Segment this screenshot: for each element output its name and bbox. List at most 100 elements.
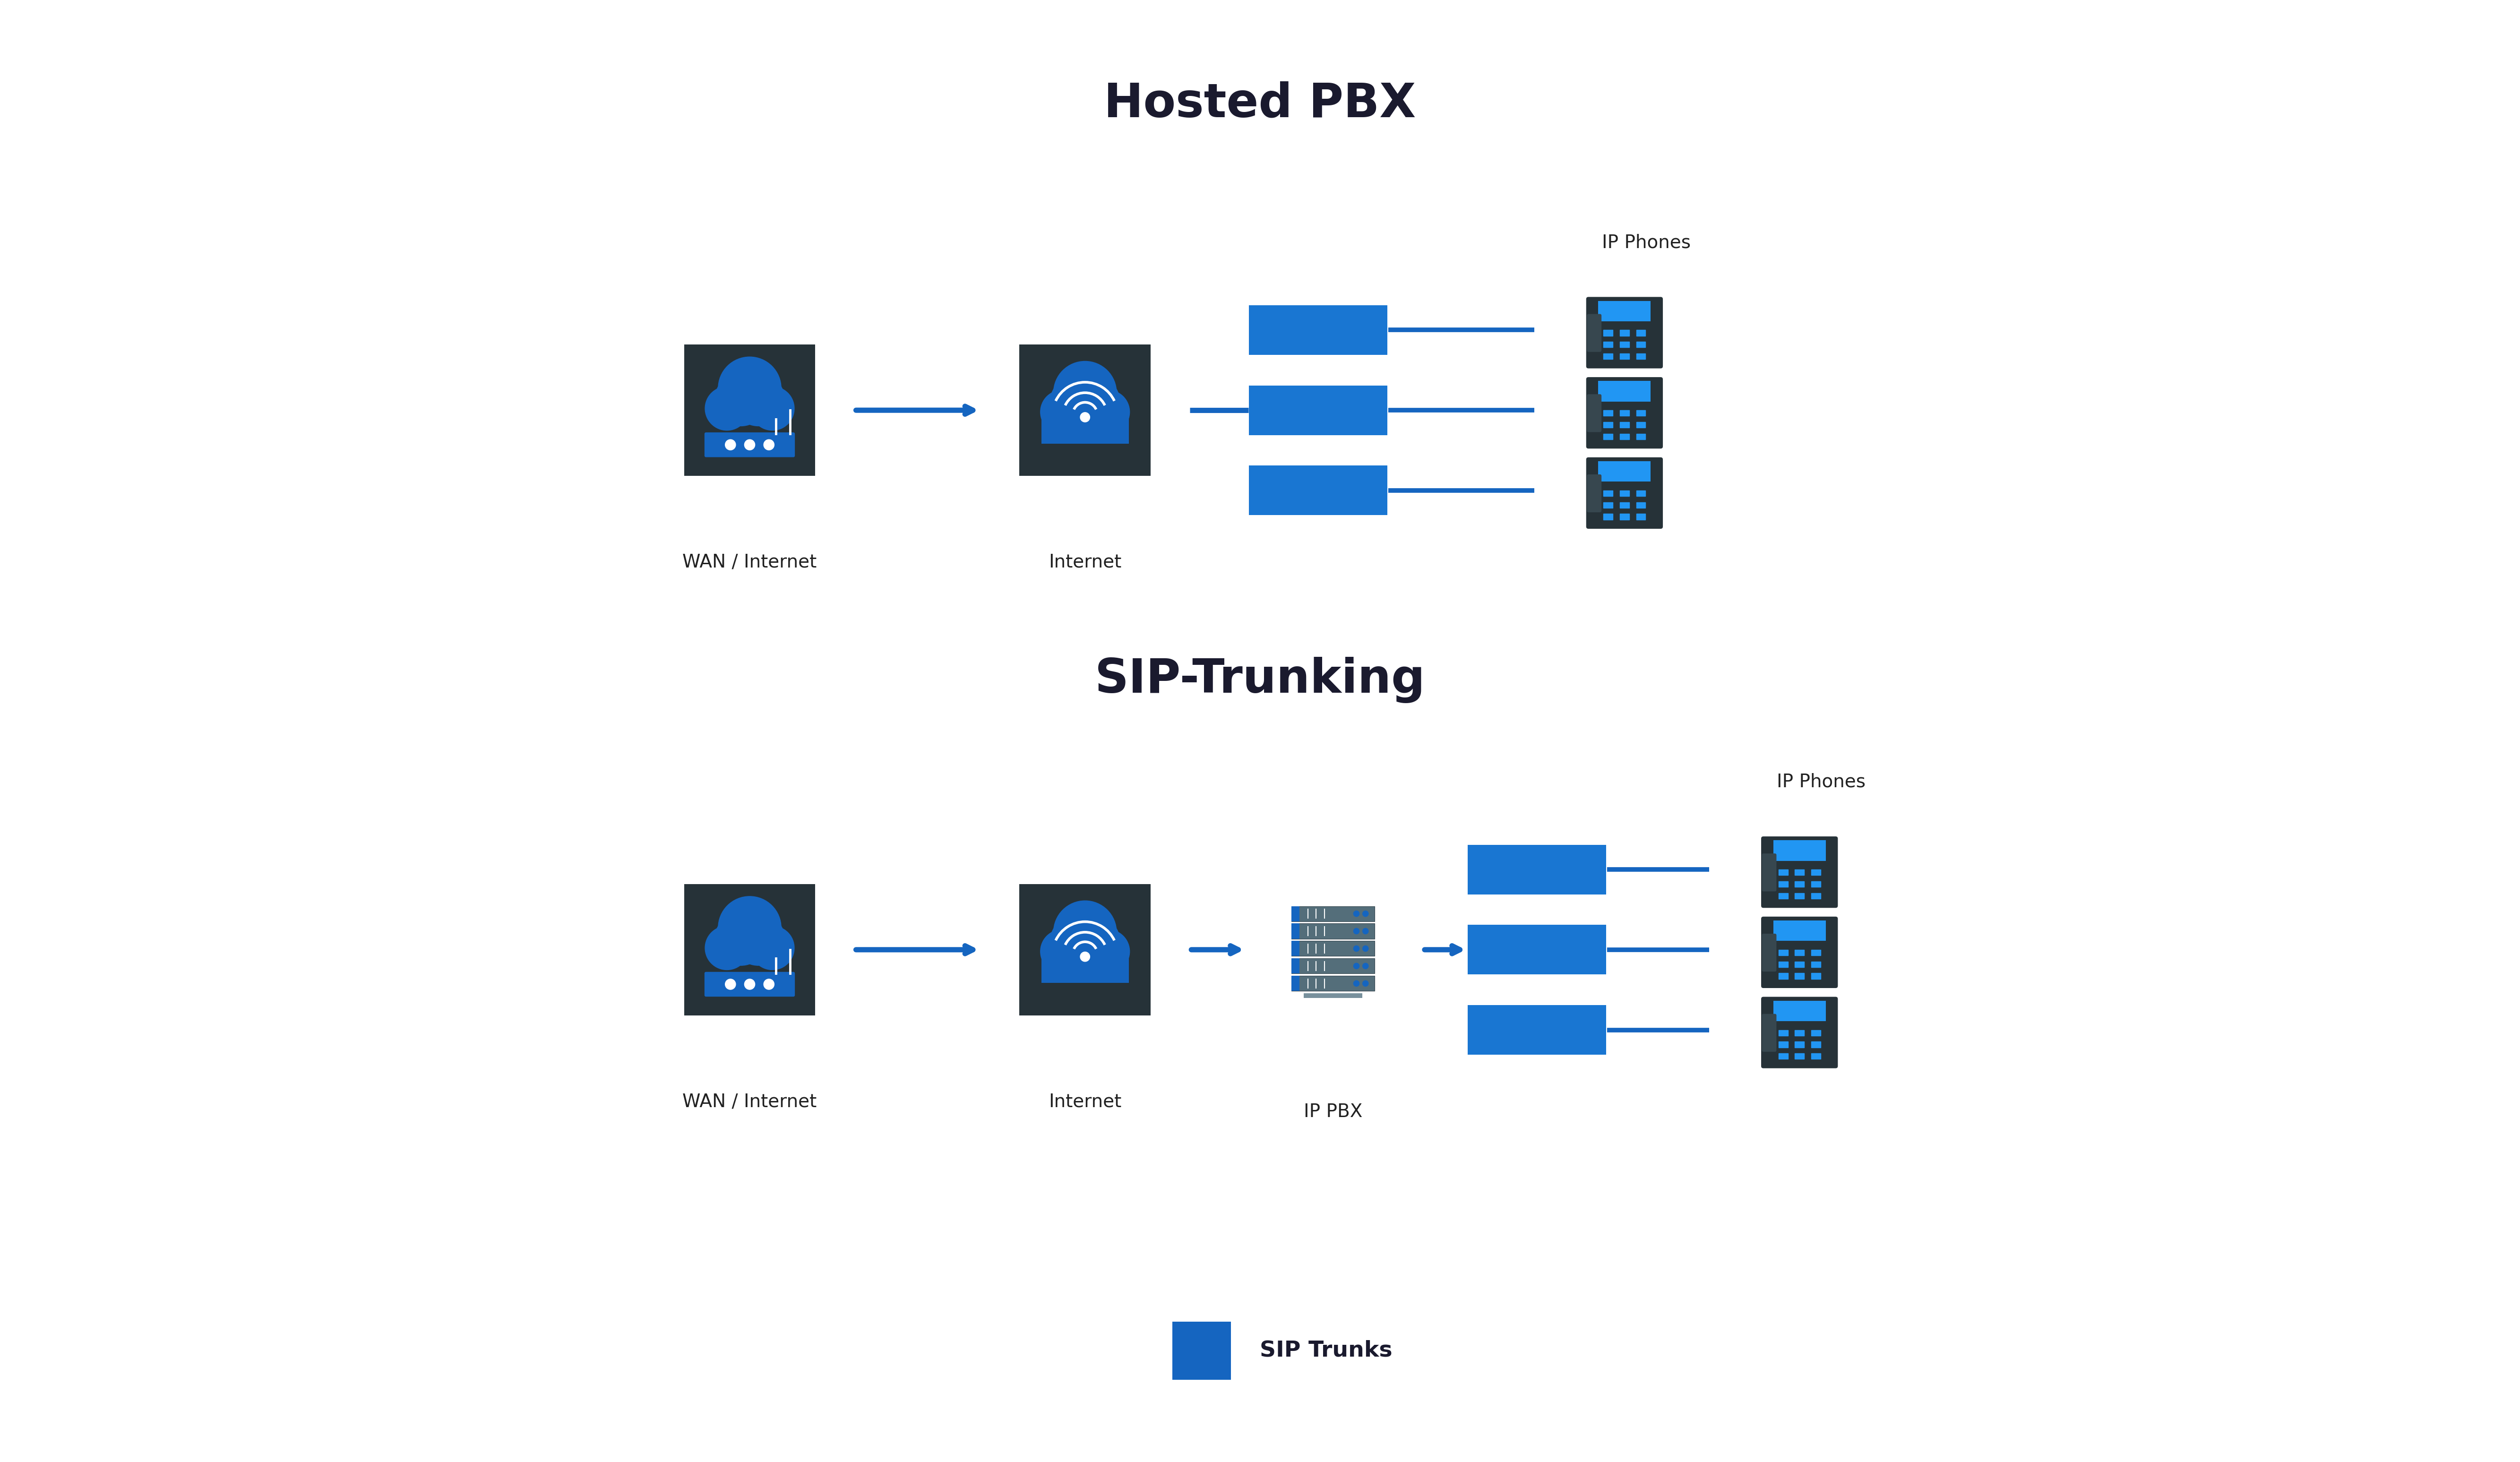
Bar: [1779, 1029, 1787, 1035]
FancyBboxPatch shape: [1467, 1004, 1605, 1054]
FancyBboxPatch shape: [1290, 942, 1373, 956]
Bar: [1603, 434, 1613, 440]
FancyBboxPatch shape: [1761, 934, 1777, 972]
Bar: [1635, 513, 1646, 519]
Bar: [1794, 893, 1804, 899]
FancyBboxPatch shape: [1761, 836, 1837, 908]
FancyBboxPatch shape: [1585, 458, 1663, 529]
Circle shape: [1353, 928, 1358, 934]
FancyBboxPatch shape: [1598, 382, 1651, 402]
Bar: [1779, 870, 1787, 876]
FancyBboxPatch shape: [1290, 975, 1300, 991]
Circle shape: [1081, 952, 1089, 962]
Circle shape: [1363, 981, 1368, 987]
FancyBboxPatch shape: [1303, 993, 1363, 999]
FancyBboxPatch shape: [706, 433, 794, 458]
FancyBboxPatch shape: [1774, 1001, 1824, 1020]
Bar: [1794, 1053, 1804, 1058]
Circle shape: [706, 386, 748, 430]
Bar: [1812, 893, 1819, 899]
Bar: [1635, 411, 1646, 417]
Bar: [1812, 950, 1819, 956]
Text: SIP-Trunking: SIP-Trunking: [1094, 656, 1426, 703]
Circle shape: [716, 912, 766, 965]
Bar: [1603, 423, 1613, 428]
Circle shape: [764, 980, 774, 990]
Text: Hosted PBX: Hosted PBX: [1104, 80, 1416, 127]
FancyBboxPatch shape: [1585, 377, 1663, 449]
Circle shape: [718, 896, 781, 959]
FancyBboxPatch shape: [706, 972, 794, 997]
Bar: [1812, 882, 1819, 887]
FancyBboxPatch shape: [1172, 1322, 1230, 1380]
Circle shape: [726, 440, 736, 450]
Bar: [1620, 411, 1630, 417]
Circle shape: [743, 440, 756, 450]
Bar: [1779, 950, 1787, 956]
Bar: [1794, 882, 1804, 887]
Bar: [1812, 974, 1819, 980]
Circle shape: [1353, 963, 1358, 969]
Bar: [1635, 330, 1646, 336]
Bar: [1620, 354, 1630, 360]
Circle shape: [1353, 911, 1358, 917]
FancyBboxPatch shape: [1021, 345, 1152, 475]
Bar: [1794, 962, 1804, 968]
Bar: [1620, 342, 1630, 348]
Circle shape: [1051, 915, 1104, 968]
Text: WAN / Internet: WAN / Internet: [683, 1092, 816, 1111]
FancyBboxPatch shape: [1761, 917, 1837, 988]
Circle shape: [751, 925, 794, 969]
Text: IP Phones: IP Phones: [1603, 234, 1691, 251]
Bar: [1812, 1041, 1819, 1047]
FancyBboxPatch shape: [1290, 906, 1300, 921]
FancyBboxPatch shape: [1467, 845, 1605, 895]
FancyBboxPatch shape: [1290, 959, 1300, 974]
FancyBboxPatch shape: [1290, 942, 1300, 956]
FancyBboxPatch shape: [1041, 411, 1129, 443]
FancyBboxPatch shape: [1588, 395, 1603, 433]
FancyBboxPatch shape: [1585, 297, 1663, 368]
FancyBboxPatch shape: [1761, 854, 1777, 892]
FancyBboxPatch shape: [1290, 906, 1373, 921]
Bar: [1779, 1053, 1787, 1058]
Circle shape: [1053, 901, 1116, 963]
Bar: [1620, 330, 1630, 336]
Bar: [1603, 411, 1613, 417]
FancyBboxPatch shape: [1250, 306, 1389, 355]
Bar: [1779, 893, 1787, 899]
Circle shape: [1363, 928, 1368, 934]
Bar: [1779, 962, 1787, 968]
Circle shape: [1081, 412, 1089, 423]
Bar: [1603, 330, 1613, 336]
Circle shape: [1353, 981, 1358, 987]
Bar: [1794, 1029, 1804, 1035]
Circle shape: [1051, 376, 1104, 428]
FancyBboxPatch shape: [1761, 1013, 1777, 1051]
Bar: [1620, 434, 1630, 440]
Circle shape: [716, 373, 766, 425]
Circle shape: [733, 373, 784, 425]
Bar: [1603, 501, 1613, 507]
FancyBboxPatch shape: [1774, 921, 1824, 942]
Circle shape: [751, 386, 794, 430]
Circle shape: [1041, 930, 1084, 974]
Circle shape: [743, 980, 756, 990]
Bar: [1620, 513, 1630, 519]
Circle shape: [1353, 946, 1358, 952]
FancyBboxPatch shape: [683, 345, 816, 475]
Bar: [1603, 513, 1613, 519]
Circle shape: [1041, 390, 1084, 434]
Circle shape: [1053, 361, 1116, 424]
FancyBboxPatch shape: [1290, 975, 1373, 991]
Bar: [1812, 1053, 1819, 1058]
Bar: [1635, 434, 1646, 440]
FancyBboxPatch shape: [1290, 959, 1373, 974]
Bar: [1779, 1041, 1787, 1047]
Bar: [1603, 342, 1613, 348]
Bar: [1794, 950, 1804, 956]
FancyBboxPatch shape: [1250, 386, 1389, 436]
Bar: [1812, 870, 1819, 876]
Bar: [1794, 870, 1804, 876]
FancyBboxPatch shape: [683, 885, 816, 1015]
